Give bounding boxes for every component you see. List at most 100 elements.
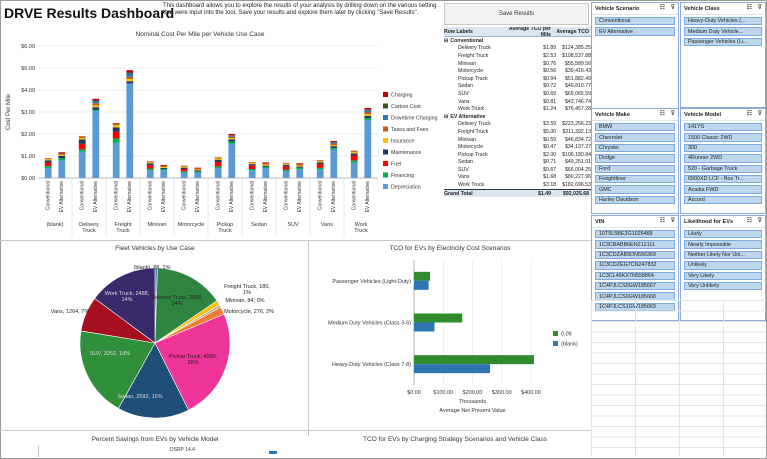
slicer-item[interactable]: Dodge [595,154,675,163]
pivot-group-row[interactable]: ⊟ EV Alternative [444,113,591,121]
pivot-row[interactable]: SUV $0.69 $69,065.59 [444,90,591,98]
slicer-item[interactable]: Chrysler [595,143,675,153]
x-sub-label: EV Alternative [161,181,167,213]
slicer-item[interactable]: Likely [684,230,762,239]
multi-select-icon[interactable]: ☷ [659,218,665,224]
bar-segment [194,171,202,173]
slicer-vehicle-make[interactable]: Vehicle Make ☷ ⊽ BMW Chevrolet Chrysler Dodge… [591,108,679,214]
clear-filter-icon[interactable]: ⊽ [670,218,675,224]
pivot-row-tco-per-mile: $0.81 [543,98,557,105]
multi-select-icon[interactable]: ☷ [659,5,665,11]
bar-segment [58,154,66,156]
clear-filter-icon[interactable]: ⊽ [757,5,762,11]
spreadsheet-grid[interactable] [591,300,766,457]
slicer-item[interactable]: 520 - Garbage Truck [684,164,762,173]
pivot-row[interactable]: SUV $0.67 $66,004.25 [444,166,591,174]
slicer-item[interactable]: EV Alternative [595,27,675,36]
slicer-vehicle-class[interactable]: Vehicle Class ☷ ⊽ Heavy-Duty Vehicles (...… [680,2,766,108]
slicer-item[interactable]: 1C4PJLCS0GW185667 [595,281,675,291]
pivot-row-label: Freight Truck [458,52,489,59]
slicer-item[interactable]: Heavy-Duty Vehicles (... [684,17,762,26]
slicer-vehicle-model[interactable]: Vehicle Model ☷ ⊽ 141YS 1500 Classic 2WD 300… [680,108,766,214]
pivot-row[interactable]: Pickup Truck $0.94 $51,882.49 [444,75,591,83]
pivot-row-tco: $124,385.25 [562,45,591,52]
slicer-item[interactable]: Neither Likely Nor Unl... [684,250,762,260]
slicer-item[interactable]: 1C3CBABB6EN212111 [595,240,675,249]
pivot-row[interactable]: Work Truck $1.24 $76,457.28 [444,105,591,113]
pivot-row[interactable]: Delivery Truck $3.59 $223,256.23 [444,121,591,129]
bar-segment [248,163,256,165]
pivot-group-row[interactable]: ⊟ Conventional [444,37,591,45]
multi-select-icon[interactable]: ☷ [746,5,752,11]
clear-filter-icon[interactable]: ⊽ [757,218,762,224]
pivot-row[interactable]: Delivery Truck $1.89 $124,385.25 [444,45,591,53]
pivot-row[interactable]: Vans $0.81 $43,746.74 [444,98,591,106]
x-sub-label: Conventional [114,181,120,210]
pivot-row[interactable]: Minivan $0.76 $55,589.56 [444,60,591,68]
pivot-row-tco: $39,416.43 [565,68,591,75]
savings-chart-title: Percent Savings from EVs by Vehicle Mode… [91,436,219,443]
pivot-grand-total[interactable]: Grand Total $1.49 $92,025.68 [444,188,591,198]
pivot-table[interactable]: Row Labels Average TCO per Mile Average … [444,27,591,209]
clear-filter-icon[interactable]: ⊽ [670,111,675,117]
slicer-item[interactable]: Very Unlikely [684,281,762,291]
multi-select-icon[interactable]: ☷ [746,218,752,224]
slicer-item[interactable]: Accord [684,195,762,205]
pivot-row[interactable]: Pickup Truck $2.00 $106,180.84 [444,151,591,159]
slicer-item[interactable]: Freightliner [595,174,675,184]
slicer-item[interactable]: Passenger Vehicles (Li... [684,37,762,47]
pivot-row-tco: $51,882.49 [565,75,591,82]
clear-filter-icon[interactable]: ⊽ [757,111,762,117]
tco-chart: $0.00 $100.00 $200.00 $300.00 $400.00 Thousan… [328,260,578,414]
slicer-item[interactable]: 1C3CL46KX7N558864 [595,271,675,280]
slicer-item[interactable]: 1500 Classic 2WD [684,133,762,142]
save-results-button[interactable]: Save Results [444,3,589,25]
pivot-row-tco-per-mile: $0.71 [543,159,557,166]
y-tick-label: $3.00 [21,110,35,116]
slicer-item[interactable]: Very Likely [684,271,762,280]
slicer-item[interactable]: Medium Duty Vehicle... [684,27,762,36]
bar-segment [58,158,66,161]
pivot-row[interactable]: Minivan $0.59 $46,834.72 [444,136,591,144]
slicer-item[interactable]: 300 [684,143,762,153]
multi-select-icon[interactable]: ☷ [659,111,665,117]
clear-filter-icon[interactable]: ⊽ [670,5,675,11]
slicer-item[interactable]: Conventional [595,17,675,26]
pivot-row-tco-per-mile: $0.67 [543,166,557,173]
pivot-row[interactable]: Sedan $0.71 $49,251.01 [444,159,591,167]
slicer-item[interactable]: BMW [595,123,675,132]
slicer-item[interactable]: 10T9L5BE2G1026488 [595,230,675,239]
dashboard-description: This dashboard allows you to explore the… [163,3,437,16]
bar-segment [146,165,154,169]
pivot-row[interactable]: Work Truck $3.18 $182,696.53 [444,181,591,189]
slicer-item[interactable]: 1C3CDZEG7CN247832 [595,261,675,270]
pivot-row-tco: $49,810.77 [565,83,591,90]
slicer-item[interactable]: 6500XD LCF - Box Tr... [684,174,762,184]
slicer-item[interactable]: Chevrolet [595,133,675,142]
pivot-row[interactable]: Freight Truck $2.53 $108,537.88 [444,52,591,60]
pivot-row[interactable]: Motorcycle $0.56 $39,416.43 [444,67,591,75]
x-group-label: Delivery [79,222,99,228]
x-tick-label: $0.00 [407,390,421,396]
multi-select-icon[interactable]: ☷ [746,111,752,117]
bar-segment [316,169,324,178]
pivot-row[interactable]: Sedan $0.72 $49,810.77 [444,83,591,91]
slicer-item[interactable]: 4Runner 2WD [684,154,762,163]
slicer-item[interactable]: GMC [595,185,675,194]
slicer-item[interactable]: Ford [595,164,675,173]
slicer-item[interactable]: Nearly Impossible [684,240,762,249]
slicer-item[interactable]: Acadia FWD [684,185,762,194]
pivot-row[interactable]: Vans $1.68 $80,227.96 [444,174,591,182]
bar-segment [262,163,270,165]
slicer-item[interactable]: Harley Davidson [595,195,675,205]
slicer-item[interactable]: 141YS [684,123,762,132]
bar-chart-bars [44,70,372,178]
pivot-row-label: Delivery Truck [458,121,491,128]
pivot-row[interactable]: Freight Truck $5.00 $211,392.13 [444,128,591,136]
slicer-item[interactable]: Unlikely [684,261,762,270]
slicer-item[interactable]: 1C3CDZAB9DN556369 [595,250,675,260]
bar-segment [296,164,304,166]
bar-segment [316,167,324,170]
pivot-row[interactable]: Motorcycle $0.47 $34,137.27 [444,143,591,151]
pivot-row-tco-per-mile: $1.68 [543,174,557,181]
